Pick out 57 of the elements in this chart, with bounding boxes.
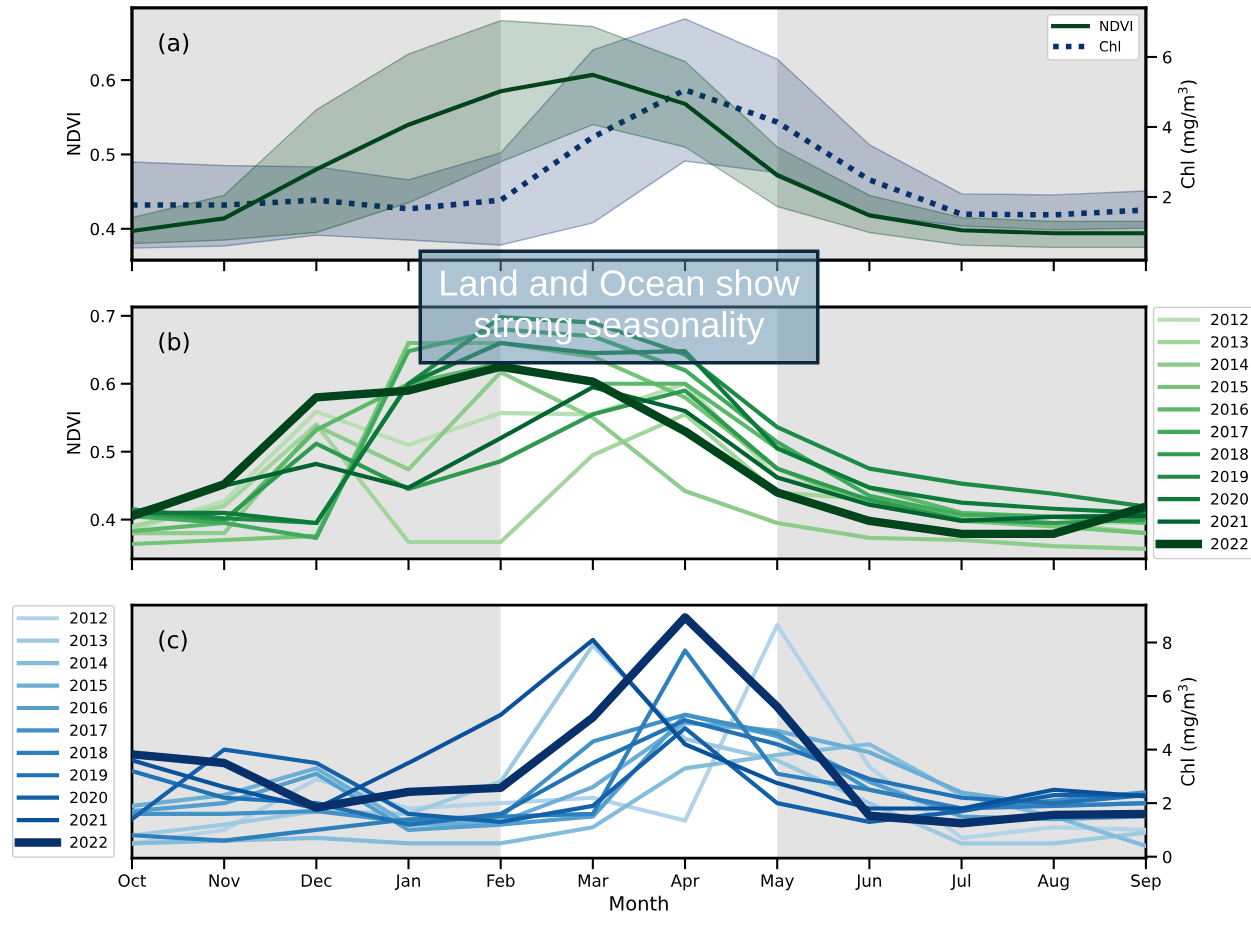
x-tick-label: Aug (1037, 874, 1069, 891)
legend-label: 2021 (1211, 515, 1248, 528)
legend-label: 2020 (70, 791, 108, 804)
legend-label: 2019 (70, 769, 108, 781)
legend-label: 2016 (1211, 403, 1248, 415)
line-series (131, 72, 1146, 236)
y-tick-label: 0.5 (90, 148, 115, 162)
x-tick-label: Sep (1131, 874, 1161, 891)
x-tick-label: Apr (670, 874, 700, 891)
legend-label: 2012 (70, 612, 107, 624)
legend-label: 2020 (1211, 493, 1248, 505)
y-tick-label: 6 (1163, 690, 1172, 703)
legend-label: 2018 (70, 746, 108, 759)
legend-label: 2018 (1211, 448, 1248, 460)
legend-label: NDVI (1100, 20, 1133, 32)
y-axis-title: NDVI (67, 113, 81, 155)
annotation: (a) (159, 33, 189, 55)
legend-label: 2022 (70, 836, 107, 849)
x-tick-label: Jul (950, 874, 971, 890)
x-tick-label: Oct (118, 874, 146, 887)
y-tick-label: 0.4 (90, 513, 116, 527)
legend-label: 2014 (1211, 358, 1249, 371)
x-tick-label: Mar (578, 874, 609, 887)
legend-label: Chl (1099, 40, 1121, 52)
legend-label: 2017 (1211, 425, 1248, 438)
y2-axis-title: Chl (mg/m$^{3}$) (1178, 80, 1199, 189)
y-tick-label: 0.5 (90, 445, 115, 459)
y-tick-label: 4 (1162, 743, 1172, 756)
legend-label: 2019 (1211, 470, 1248, 483)
legend-label: 2014 (70, 657, 108, 669)
legend-label: 2016 (70, 701, 108, 714)
y-axis-title: NDVI (67, 412, 81, 454)
annotation: (c) (159, 630, 187, 652)
legend-label: 2012 (1211, 313, 1248, 326)
y-tick-label: 0.6 (90, 74, 115, 87)
legend-label: 2015 (70, 679, 107, 692)
x-tick-label: Nov (209, 874, 240, 887)
annotation: (b) (159, 332, 189, 354)
y-tick-label: 0.7 (90, 309, 115, 323)
x-tick-label: May (761, 874, 794, 891)
legend-label: 2021 (70, 814, 107, 826)
y-tick-label: 0.4 (90, 222, 116, 236)
y-tick-label: 0 (1162, 850, 1172, 864)
x-tick-label: Jan (394, 874, 420, 890)
legend-label: 2017 (70, 724, 107, 736)
legend-label: 2013 (1211, 336, 1248, 348)
y-tick-label: 8 (1163, 636, 1172, 650)
x-tick-label: Jun (855, 874, 881, 890)
legend-label: 2022 (1211, 537, 1248, 550)
y-axis-title: Chl (mg/m$^{3}$) (1178, 678, 1199, 786)
y-tick-label: 0.6 (90, 377, 115, 391)
x-tick-label: Dec (301, 874, 332, 887)
x-tick-label: Feb (487, 874, 515, 887)
legend-label: 2013 (70, 634, 107, 647)
x-axis-title: Month (610, 895, 668, 911)
y-tick-label: 2 (1163, 797, 1171, 810)
legend-label: 2015 (1211, 381, 1248, 393)
